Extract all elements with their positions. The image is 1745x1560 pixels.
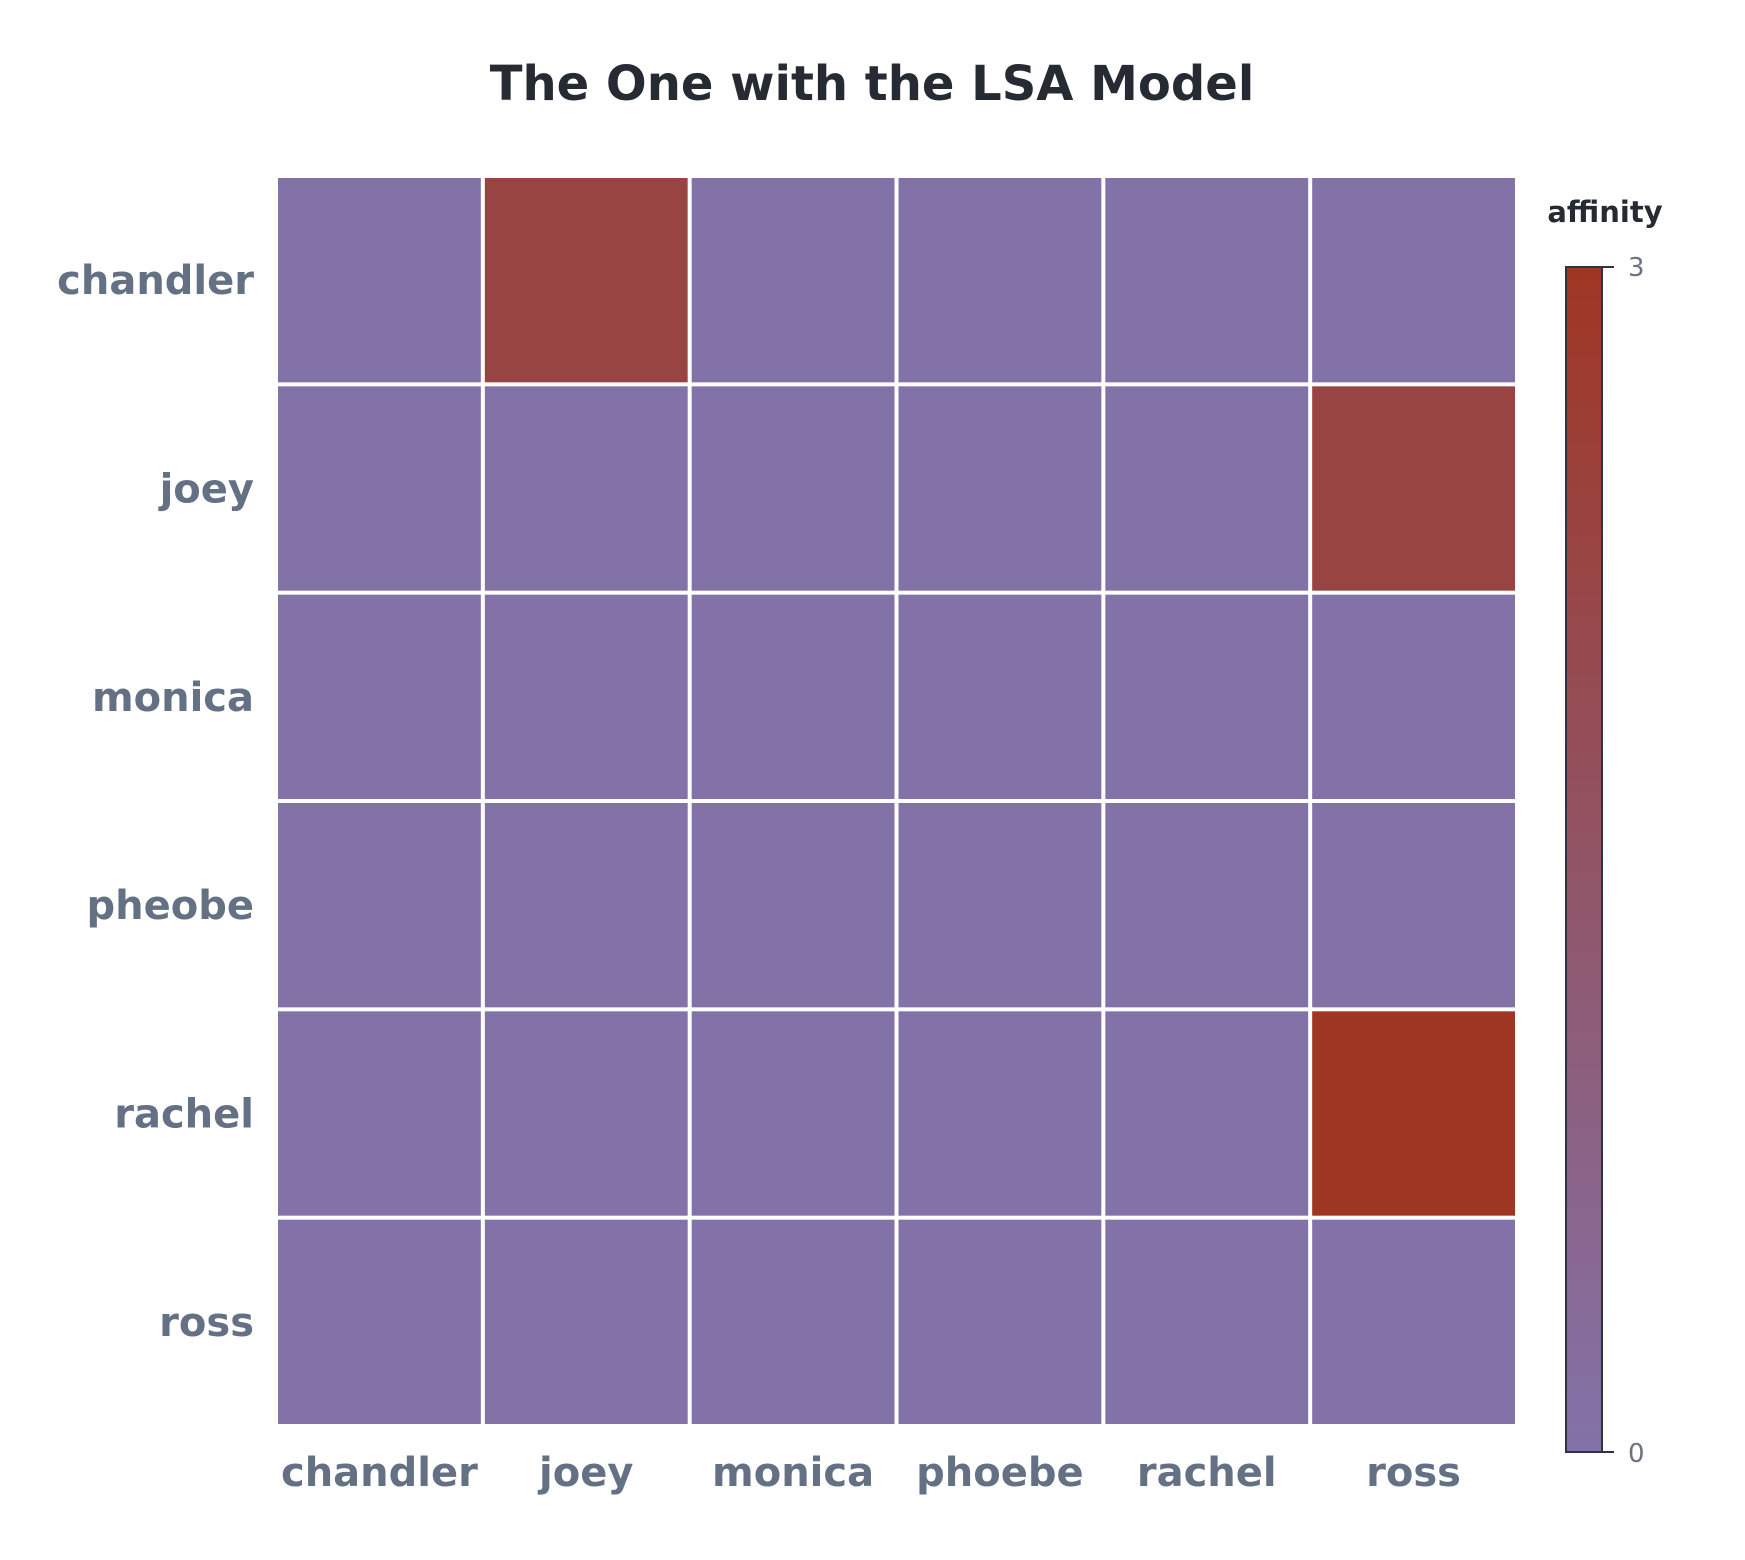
heatmap-cell-chandler-phoebe xyxy=(898,178,1102,383)
x-axis-tick-labels: chandler joey monica phoebe rachel ross xyxy=(281,1450,1461,1496)
heatmap-cell-ross-monica xyxy=(691,1219,895,1424)
y-tick-label-rachel: rachel xyxy=(114,1092,254,1138)
heatmap-cell-ross-chandler xyxy=(278,1219,481,1424)
heatmap-cell-joey-phoebe xyxy=(898,386,1102,591)
heatmap-cell-ross-ross xyxy=(1312,1219,1515,1424)
heatmap-cell-joey-ross xyxy=(1312,386,1515,591)
heatmap-cell-chandler-rachel xyxy=(1105,178,1309,383)
heatmap-cell-pheobe-chandler xyxy=(278,803,481,1008)
x-tick-label-chandler: chandler xyxy=(281,1450,478,1496)
heatmap-cell-monica-phoebe xyxy=(898,594,1102,799)
heatmap-cell-pheobe-phoebe xyxy=(898,803,1102,1008)
colorbar-gradient xyxy=(1565,266,1603,1453)
heatmap-cell-monica-joey xyxy=(484,594,688,799)
heatmap-cell-chandler-joey xyxy=(484,178,688,383)
chart-title: The One with the LSA Model xyxy=(490,56,1255,112)
x-tick-label-phoebe: phoebe xyxy=(916,1450,1083,1496)
y-tick-label-monica: monica xyxy=(92,675,254,721)
heatmap-cell-rachel-joey xyxy=(484,1011,688,1216)
y-tick-label-joey: joey xyxy=(158,467,254,513)
heatmap-cell-pheobe-rachel xyxy=(1105,803,1309,1008)
heatmap-cell-rachel-phoebe xyxy=(898,1011,1102,1216)
heatmap-cell-ross-rachel xyxy=(1105,1219,1309,1424)
colorbar-title: affinity xyxy=(1547,195,1662,229)
heatmap-cell-ross-joey xyxy=(484,1219,688,1424)
heatmap-cell-chandler-chandler xyxy=(278,178,481,383)
heatmap-cell-rachel-chandler xyxy=(278,1011,481,1216)
heatmap-cell-monica-ross xyxy=(1312,594,1515,799)
x-tick-label-monica: monica xyxy=(712,1450,874,1496)
heatmap-cell-rachel-monica xyxy=(691,1011,895,1216)
heatmap-cell-joey-joey xyxy=(484,386,688,591)
heatmap-cell-chandler-ross xyxy=(1312,178,1515,383)
heatmap-cell-pheobe-monica xyxy=(691,803,895,1008)
heatmap-cell-joey-monica xyxy=(691,386,895,591)
y-tick-label-chandler: chandler xyxy=(57,258,254,304)
heatmap-cell-monica-rachel xyxy=(1105,594,1309,799)
heatmap-cell-pheobe-joey xyxy=(484,803,688,1008)
y-tick-label-ross: ross xyxy=(159,1300,254,1346)
heatmap-cell-joey-chandler xyxy=(278,386,481,591)
heatmap-cell-joey-rachel xyxy=(1105,386,1309,591)
heatmap-cell-rachel-rachel xyxy=(1105,1011,1309,1216)
colorbar-tick-label-max: 3 xyxy=(1628,253,1645,283)
colorbar: affinity 3 0 xyxy=(1547,195,1662,1469)
x-tick-label-joey: joey xyxy=(537,1450,633,1496)
heatmap-cell-chandler-monica xyxy=(691,178,895,383)
heatmap-cells xyxy=(278,178,1515,1424)
x-tick-label-rachel: rachel xyxy=(1137,1450,1277,1496)
heatmap-cell-pheobe-ross xyxy=(1312,803,1515,1008)
heatmap-cell-rachel-ross xyxy=(1312,1011,1515,1216)
x-tick-label-ross: ross xyxy=(1366,1450,1461,1496)
y-tick-label-pheobe: pheobe xyxy=(87,883,254,929)
y-axis-tick-labels: chandler joey monica pheobe rachel ross xyxy=(57,258,254,1346)
heatmap-cell-monica-monica xyxy=(691,594,895,799)
colorbar-tick-label-min: 0 xyxy=(1628,1439,1645,1469)
heatmap-cell-ross-phoebe xyxy=(898,1219,1102,1424)
heatmap-cell-monica-chandler xyxy=(278,594,481,799)
